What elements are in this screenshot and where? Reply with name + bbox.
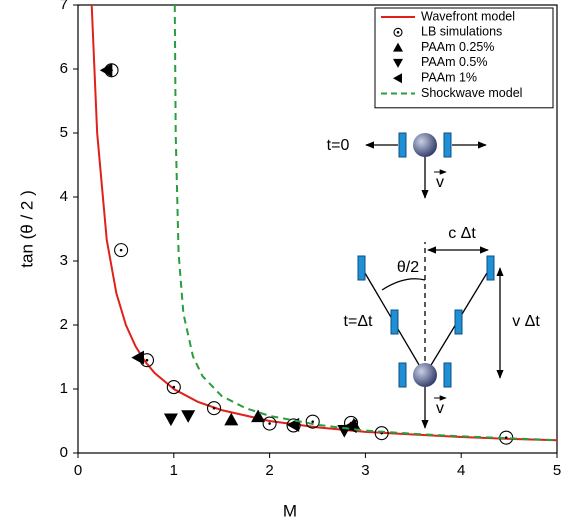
marker-ring [166, 380, 181, 395]
x-tick-label: 1 [170, 462, 178, 479]
legend-label: PAAm 0.25% [421, 40, 494, 54]
annotation: t=Δt [344, 313, 373, 330]
legend-label: LB simulations [421, 25, 502, 39]
marker-dot [396, 31, 400, 34]
legend-label: Wavefront model [421, 9, 515, 23]
marker-dot [119, 248, 123, 252]
marker-ring [374, 426, 389, 441]
x-tick-label: 0 [74, 462, 82, 479]
marker-dot [145, 358, 149, 362]
y-tick-label: 3 [60, 252, 68, 269]
marker-ring [262, 416, 277, 431]
marker-ring [206, 401, 222, 416]
curve [90, 5, 557, 442]
marker-circle [166, 380, 181, 395]
x-tick-label: 4 [457, 462, 465, 479]
annotation: v Δt [512, 313, 540, 330]
marker-dot [504, 436, 508, 439]
marker-ring [286, 418, 301, 433]
marker [393, 73, 402, 84]
marker [224, 412, 239, 426]
plot-area [90, 5, 557, 445]
y-tick-label: 4 [60, 188, 68, 205]
y-tick-label: 6 [60, 60, 68, 77]
marker-dot [311, 420, 315, 423]
marker-ring [305, 414, 320, 429]
y-axis-label: tan (θ / 2 ) [17, 190, 36, 267]
marker [251, 409, 266, 423]
x-tick-label: 5 [553, 462, 561, 479]
y-tick-label: 1 [60, 380, 68, 397]
legend-label: PAAm 0.5% [421, 55, 487, 69]
marker [131, 350, 144, 365]
y-tick-label: 2 [60, 316, 68, 333]
marker-circle [305, 414, 320, 429]
annotation: v [436, 400, 444, 417]
x-tick-label: 3 [361, 462, 369, 479]
annotation: t=0 [327, 137, 350, 154]
marker [344, 419, 357, 434]
y-tick-label: 5 [60, 124, 68, 141]
marker [163, 413, 178, 427]
marker-dot [268, 422, 271, 425]
annotation: c Δt [448, 225, 476, 242]
legend-box [374, 7, 554, 109]
marker-circle [262, 416, 277, 431]
marker [99, 63, 113, 78]
legend-label: Shockwave model [421, 86, 522, 100]
marker-circle [206, 401, 222, 416]
marker [393, 42, 403, 52]
plot-frame [77, 4, 558, 454]
x-tick-label: 2 [265, 462, 273, 479]
y-tick-label: 7 [60, 0, 68, 13]
y-tick-label: 0 [60, 444, 68, 461]
legend-label: PAAm 1% [421, 70, 477, 84]
marker-circle [114, 243, 129, 258]
curve [173, 5, 557, 442]
marker [181, 410, 196, 423]
marker-ring [393, 27, 403, 37]
marker-dot [172, 385, 176, 389]
annotation: θ/2 [397, 259, 419, 276]
annotation: v [436, 174, 444, 191]
marker-dot [212, 406, 216, 410]
marker-circle [393, 27, 403, 37]
marker [393, 58, 403, 68]
x-axis-label: M [283, 501, 297, 520]
schematic [357, 132, 504, 429]
marker-ring [114, 243, 129, 258]
